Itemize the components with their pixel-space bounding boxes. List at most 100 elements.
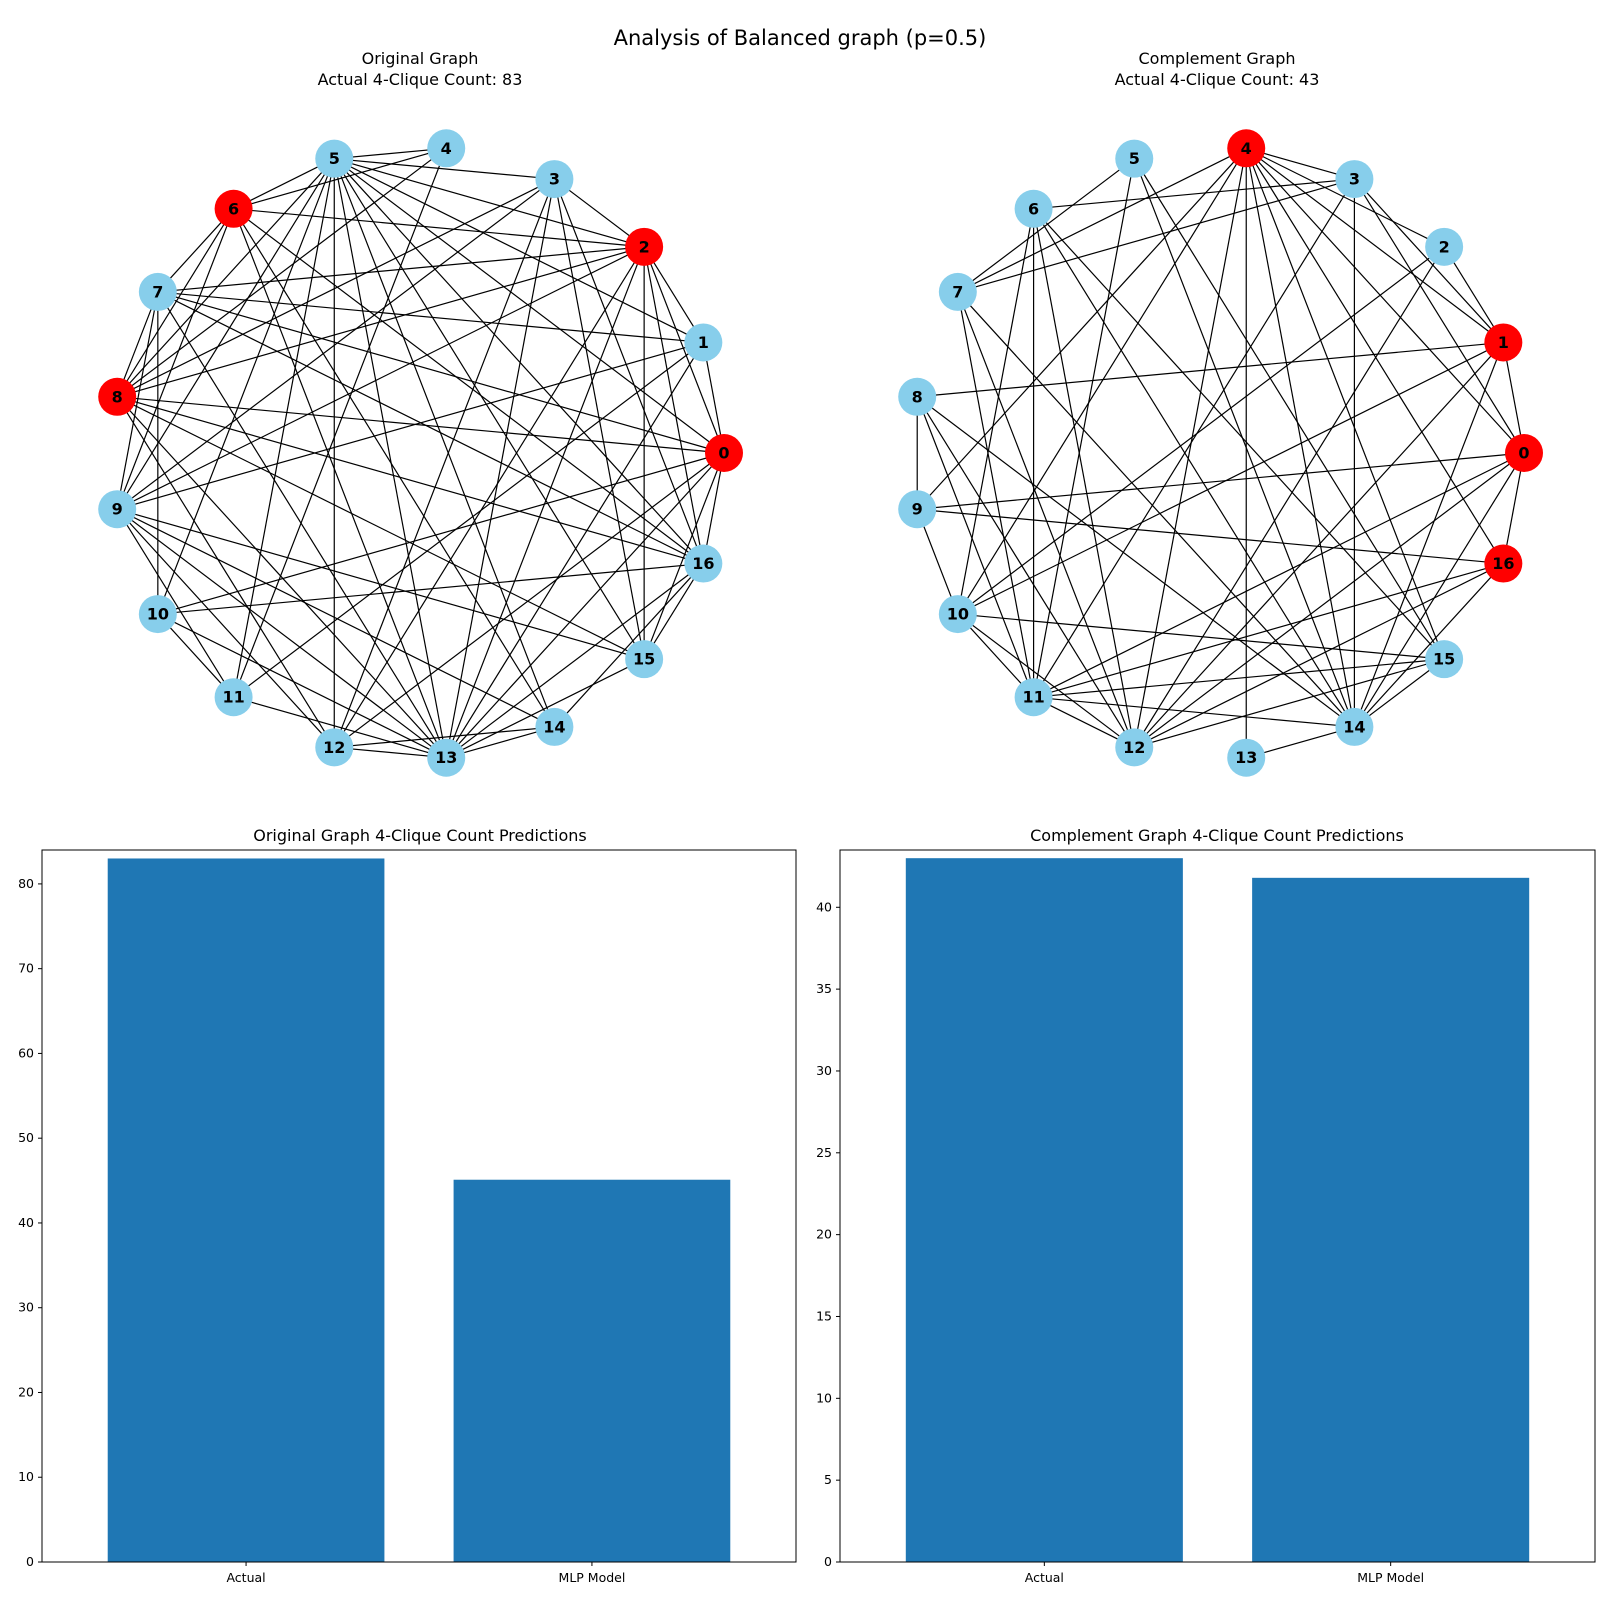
complement-graph-node-1 [1484,323,1523,362]
original-graph-edge-1-7 [157,291,704,344]
complement-graph-node-2 [1425,227,1464,266]
complement-graph-edge-4-12 [1133,148,1247,748]
complement-graph-node-label-0: 0 [1518,444,1529,463]
original-graph-edge-0-15 [643,452,725,660]
original-graph-edge-2-9 [116,246,645,510]
original-graph-edge-2-13 [445,246,645,758]
complement-graph-edge-11-15 [1033,658,1445,698]
original-chart-xtick-label: Actual [226,1570,265,1585]
complement-graph-node-3 [1335,160,1374,199]
complement-graph-node-8 [898,377,937,416]
complement-graph-edge-0-11 [1033,452,1525,698]
complement-graph-edge-10-12 [957,613,1135,748]
original-graph-title: Original Graph Actual 4-Clique Count: 83 [70,48,770,90]
original-graph-edge-13-16 [445,563,704,759]
complement-chart-ytick-label: 15 [816,1308,832,1323]
complement-graph-title-line2: Actual 4-Clique Count: 43 [1114,70,1320,89]
original-graph-edge-8-12 [116,396,335,748]
complement-chart-ytick-label: 20 [816,1227,832,1242]
complement-graph-node-15 [1425,640,1464,679]
original-graph-node-4 [427,129,466,168]
original-graph-edge-5-8 [116,158,335,398]
original-graph-edge-9-15 [117,508,645,660]
original-graph-node-0 [705,434,743,472]
complement-graph-edge-4-15 [1245,148,1445,660]
original-graph-edge-5-14 [333,158,555,728]
original-graph-edge-6-14 [233,208,555,728]
complement-graph-edge-1-4 [1245,147,1504,343]
original-graph-edge-6-8 [116,208,235,398]
complement-graph-edge-1-3 [1353,178,1504,343]
complement-graph-edge-5-15 [1133,158,1445,660]
complement-graph-edge-0-9 [917,452,1525,510]
complement-graph-edge-8-14 [916,396,1355,728]
original-graph-edge-2-16 [643,246,704,564]
original-graph-edge-2-5 [334,158,645,248]
original-graph-edge-3-9 [116,178,555,510]
original-graph-edge-9-14 [116,508,555,728]
original-graph-edge-6-9 [116,208,235,510]
original-graph-edge-6-13 [233,208,447,758]
complement-graph-node-label-14: 14 [1343,717,1365,736]
complement-graph-node-label-3: 3 [1349,170,1360,189]
original-graph-edge-10-13 [157,613,447,759]
original-graph-node-label-14: 14 [543,717,565,736]
original-graph-edge-5-13 [333,158,447,758]
complement-graph-node-label-4: 4 [1241,139,1252,158]
original-graph-node-label-5: 5 [329,149,340,168]
complement-chart-ytick-label: 40 [816,899,832,914]
original-graph-edge-1-9 [117,341,704,510]
complement-graph-edge-12-15 [1134,658,1445,748]
complement-graph-edge-0-14 [1353,452,1525,728]
original-graph-node-16 [684,544,723,583]
original-chart-ytick-label: 70 [18,961,34,976]
complement-graph-edge-9-16 [917,508,1504,565]
original-graph-node-15 [625,640,664,679]
original-graph-edge-3-5 [334,158,555,180]
complement-graph-edge-1-14 [1353,342,1504,728]
complement-graph-node-13 [1227,738,1266,777]
original-graph-edge-8-15 [116,396,645,660]
original-graph-edge-5-11 [233,158,335,698]
original-graph-edge-7-9 [116,291,159,510]
original-graph-edge-0-10 [157,452,725,615]
original-graph-edge-13-15 [445,658,645,759]
complement-graph-edge-0-4 [1245,147,1525,454]
complement-graph-edge-5-14 [1133,158,1355,728]
figure-suptitle: Analysis of Balanced graph (p=0.5) [613,26,987,50]
complement-graph-node-label-11: 11 [1022,688,1044,707]
complement-graph-title: Complement Graph Actual 4-Clique Count: … [867,48,1567,90]
original-chart-ytick-label: 40 [18,1215,34,1230]
original-graph-edge-5-16 [333,158,704,564]
original-graph-edge-1-5 [333,158,704,343]
complement-chart-xtick-label: Actual [1025,1570,1064,1585]
original-chart-bar-actual [107,858,385,1562]
original-graph-node-12 [315,728,354,767]
original-chart-ytick-label: 0 [26,1554,34,1569]
original-graph-edge-7-16 [157,291,704,565]
original-graph-edge-9-11 [116,508,235,698]
complement-graph-node-label-5: 5 [1129,149,1140,168]
complement-graph-edge-12-16 [1133,563,1504,748]
complement-graph-edge-6-15 [1033,208,1445,660]
original-chart-ytick-label: 80 [18,876,34,891]
complement-chart-ytick-label: 0 [824,1554,832,1569]
complement-graph-node-4 [1227,129,1266,168]
complement-graph-edge-0-3 [1353,178,1525,454]
complement-graph-node-14 [1335,707,1374,746]
complement-graph-edge-3-7 [957,178,1355,293]
original-graph-node-2 [625,227,664,266]
complement-graph-edge-8-11 [916,396,1035,698]
original-chart-xtick-label: MLP Model [559,1570,626,1585]
complement-graph-node-label-16: 16 [1492,554,1514,573]
complement-graph-node-7 [938,272,977,311]
complement-graph-node-label-13: 13 [1235,748,1257,767]
complement-graph-node-label-7: 7 [952,282,963,301]
original-graph-node-9 [98,490,137,529]
original-graph-edge-4-8 [116,147,447,398]
original-chart-ytick-label: 10 [18,1469,34,1484]
complement-graph-node-10 [938,595,977,634]
